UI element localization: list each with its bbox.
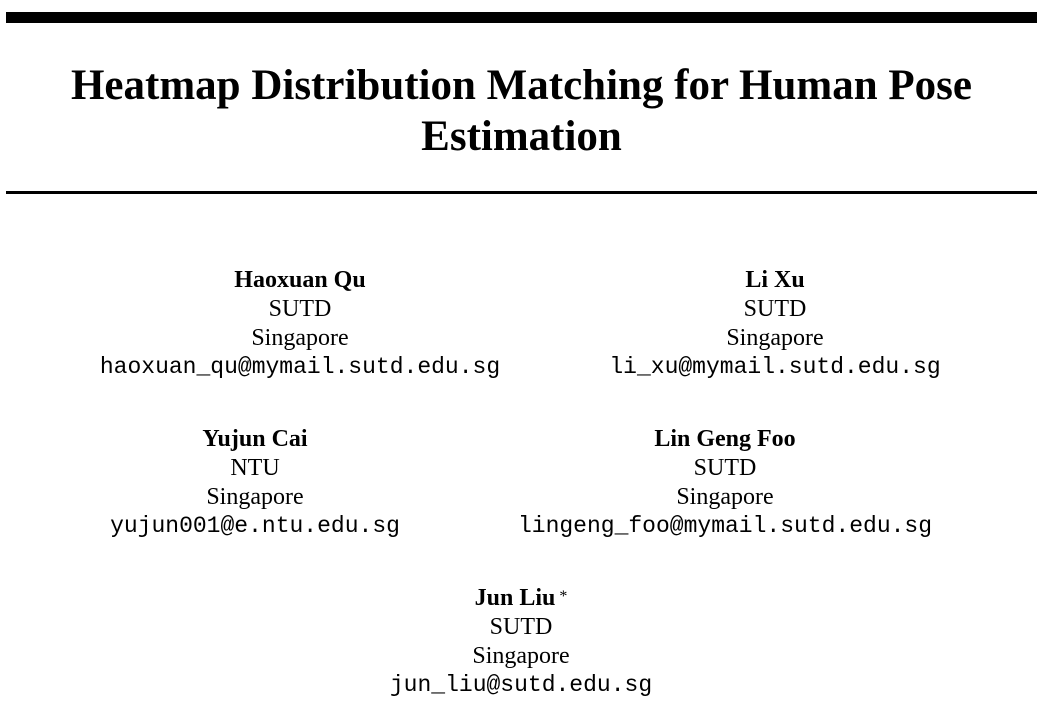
author-country: Singapore: [251, 325, 349, 351]
author-affiliation: NTU: [230, 455, 280, 481]
corresponding-author-mark: *: [559, 588, 568, 605]
author-block: Haoxuan Qu SUTD Singapore haoxuan_qu@mym…: [100, 266, 500, 382]
author-affiliation: SUTD: [743, 296, 807, 322]
top-rule: [6, 12, 1037, 23]
author-email[interactable]: li_xu@mymail.sutd.edu.sg: [609, 354, 941, 380]
author-email[interactable]: haoxuan_qu@mymail.sutd.edu.sg: [99, 354, 501, 380]
author-name-row: Jun Liu *: [390, 584, 652, 613]
author-name: Li Xu: [745, 267, 805, 293]
author-country: Singapore: [676, 484, 774, 510]
author-block: Li Xu SUTD Singapore li_xu@mymail.sutd.e…: [609, 266, 940, 382]
bottom-rule: [6, 191, 1037, 194]
author-country: Singapore: [726, 325, 824, 351]
author-email[interactable]: jun_liu@sutd.edu.sg: [389, 672, 653, 698]
author-email[interactable]: lingeng_foo@mymail.sutd.edu.sg: [517, 513, 933, 539]
author-affiliation: SUTD: [489, 614, 553, 640]
author-affiliation: SUTD: [268, 296, 332, 322]
author-affiliation: SUTD: [693, 455, 757, 481]
author-name: Haoxuan Qu: [234, 267, 366, 293]
author-block: Yujun Cai NTU Singapore yujun001@e.ntu.e…: [110, 425, 400, 541]
author-block: Lin Geng Foo SUTD Singapore lingeng_foo@…: [518, 425, 932, 541]
author-name: Jun Liu: [474, 585, 556, 611]
author-name: Lin Geng Foo: [654, 426, 796, 452]
author-country: Singapore: [206, 484, 304, 510]
author-block: Jun Liu * SUTD Singapore jun_liu@sutd.edu…: [390, 584, 652, 700]
author-country: Singapore: [472, 643, 570, 669]
author-name: Yujun Cai: [202, 426, 308, 452]
author-email[interactable]: yujun001@e.ntu.edu.sg: [110, 513, 400, 539]
paper-title: Heatmap Distribution Matching for Human …: [70, 62, 972, 160]
